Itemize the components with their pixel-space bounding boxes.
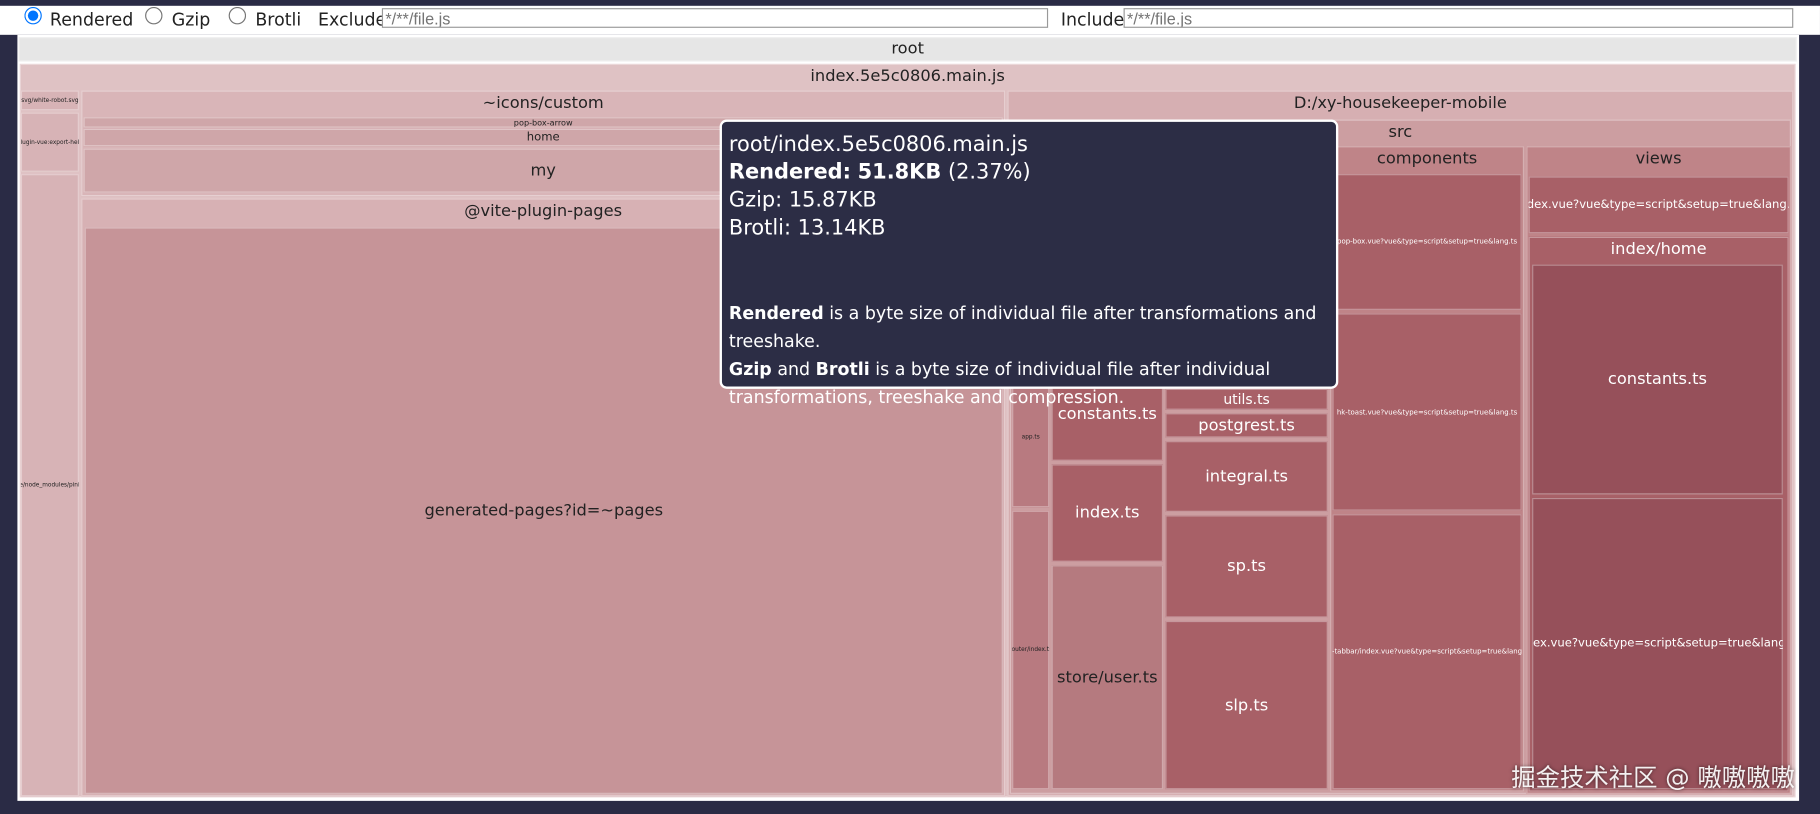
node-leaf[interactable]: index.ts xyxy=(1051,464,1164,562)
node-leaf[interactable]: svg/white-robot.svg xyxy=(20,90,79,111)
exclude-input[interactable] xyxy=(381,8,1049,28)
radio-rendered[interactable] xyxy=(24,6,42,25)
node-leaf[interactable]: app.ts xyxy=(1012,366,1050,508)
node-leaf[interactable]: constants.ts xyxy=(1532,264,1783,495)
rendered-label: Rendered: xyxy=(728,160,851,185)
radio-label[interactable]: Gzip xyxy=(171,9,211,31)
node-leaf[interactable]: store/user.ts xyxy=(1051,565,1164,790)
radio-label[interactable]: Brotli xyxy=(255,9,302,31)
node-leaf[interactable]: utils.ts xyxy=(1165,388,1328,410)
note-term: Rendered xyxy=(728,302,824,324)
tooltip-brotli: Brotli: 13.14KB xyxy=(728,215,886,241)
node-leaf[interactable]: index.vue?vue&type=script&setup=true&lan… xyxy=(1532,497,1783,790)
node-leaf[interactable]: sp.ts xyxy=(1165,515,1328,618)
tooltip-note: Gzip and Brotli is a byte size of indivi… xyxy=(729,355,1329,411)
node-leaf[interactable]: hk-tabbar/index.vue?vue&type=script&setu… xyxy=(1332,514,1522,790)
note-term: Gzip xyxy=(728,358,772,380)
node-leaf[interactable]: /home/node_modules/pinia.mjs xyxy=(20,174,79,797)
include-input[interactable] xyxy=(1123,8,1794,28)
node-leaf[interactable]: integral.ts xyxy=(1165,441,1328,512)
include-label: Include xyxy=(1060,9,1125,31)
exclude-label: Exclude xyxy=(318,9,387,31)
radio-label[interactable]: Rendered xyxy=(49,9,134,31)
tooltip: root/index.5e5c0806.main.js Rendered: 51… xyxy=(719,119,1339,407)
radio-gzip[interactable] xyxy=(145,6,163,25)
node-leaf[interactable]: @plugin-vue:export-helper xyxy=(20,112,79,172)
radio-brotli[interactable] xyxy=(228,6,247,25)
node-leaf[interactable]: postgrest.ts xyxy=(1165,413,1328,438)
rendered-value: 51.8KB xyxy=(857,160,942,185)
rendered-percent: (2.37%) xyxy=(947,160,1031,185)
note-text: is a byte size of individual file after … xyxy=(728,302,1317,352)
node-leaf[interactable]: hk-toast.vue?vue&type=script&setup=true&… xyxy=(1332,313,1522,511)
node-leaf[interactable]: slp.ts xyxy=(1165,620,1328,790)
toolbar: Rendered Gzip Brotli Exclude Include xyxy=(0,5,1820,35)
note-text: is a byte size of individual file after … xyxy=(728,358,1271,408)
node-leaf[interactable]: router/index.ts xyxy=(1012,510,1050,790)
spacer xyxy=(729,243,1329,300)
note-text: and xyxy=(777,358,811,380)
tooltip-note: Rendered is a byte size of individual fi… xyxy=(729,299,1329,355)
tooltip-rendered: Rendered: 51.8KB (2.37%) xyxy=(729,159,1329,187)
node-leaf[interactable]: pop-box-arrow xyxy=(83,117,1003,128)
tooltip-gzip: Gzip: 15.87KB xyxy=(728,188,877,213)
node-leaf[interactable]: index.vue?vue&type=script&setup=true&lan… xyxy=(1528,176,1789,234)
node-root[interactable]: root xyxy=(18,37,1797,62)
watermark: 掘金技术社区 @ 嗷嗷嗷嗷 xyxy=(1511,763,1795,792)
tooltip-path: root/index.5e5c0806.main.js xyxy=(728,132,1028,157)
note-term: Brotli xyxy=(815,358,870,380)
node-leaf[interactable]: pop-box.vue?vue&type=script&setup=true&l… xyxy=(1332,174,1522,310)
